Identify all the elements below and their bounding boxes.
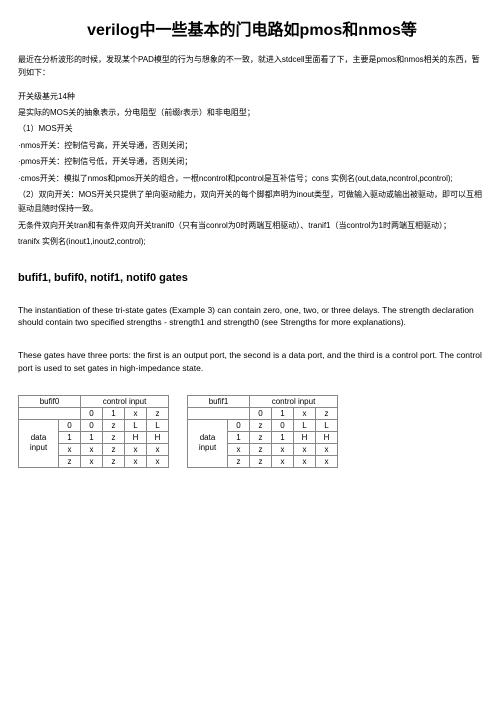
table-cell: x: [294, 407, 316, 419]
table-cell: x: [294, 443, 316, 455]
table-cell: L: [147, 419, 169, 431]
table-cell: H: [316, 431, 338, 443]
table-cell: 0: [81, 407, 103, 419]
table-cell: z: [228, 455, 250, 467]
table-header: control input: [250, 395, 338, 407]
paragraph: The instantiation of these tri-state gat…: [18, 304, 486, 330]
table-cell: z: [250, 455, 272, 467]
table-cell: z: [59, 455, 81, 467]
table-cell: x: [81, 455, 103, 467]
table-cell: 1: [228, 431, 250, 443]
table-cell: H: [294, 431, 316, 443]
table-cell: x: [272, 443, 294, 455]
side-label: datainput: [19, 419, 59, 467]
table-cell: x: [272, 455, 294, 467]
table-cell: 1: [81, 431, 103, 443]
table-header: control input: [81, 395, 169, 407]
table-cell: L: [316, 419, 338, 431]
bufif0-table: bufif0 control input 0 1 x z datainput 0…: [18, 395, 169, 468]
table-name: bufif0: [19, 395, 81, 407]
table-cell: 0: [81, 419, 103, 431]
table-cell: 0: [250, 407, 272, 419]
table-cell: z: [250, 419, 272, 431]
table-cell: x: [125, 443, 147, 455]
table-cell: z: [103, 431, 125, 443]
table-cell: z: [103, 455, 125, 467]
table-cell: z: [250, 431, 272, 443]
table-cell: x: [125, 455, 147, 467]
paragraph: These gates have three ports: the first …: [18, 349, 486, 375]
table-cell: x: [316, 443, 338, 455]
table-cell: L: [294, 419, 316, 431]
body-line: （1）MOS开关: [18, 122, 486, 136]
table-cell: 0: [59, 419, 81, 431]
body-line: （2）双向开关：MOS开关只提供了单向驱动能力，双向开关的每个脚都声明为inou…: [18, 188, 486, 217]
body-line: 是实际的MOS关的抽象表示，分电阻型（前缀r表示）和非电阻型；: [18, 106, 486, 120]
bufif1-table: bufif1 control input 0 1 x z datainput 0…: [187, 395, 338, 468]
table-cell: x: [316, 455, 338, 467]
table-cell: z: [103, 419, 125, 431]
page-title: verilog中一些基本的门电路如pmos和nmos等: [18, 16, 486, 40]
table-cell: 1: [272, 407, 294, 419]
tables-container: bufif0 control input 0 1 x z datainput 0…: [18, 395, 486, 468]
table-cell: [188, 407, 250, 419]
table-cell: L: [125, 419, 147, 431]
table-name: bufif1: [188, 395, 250, 407]
table-cell: 1: [103, 407, 125, 419]
table-cell: x: [294, 455, 316, 467]
body-line: 开关级基元14种: [18, 90, 486, 104]
side-label: datainput: [188, 419, 228, 467]
table-cell: x: [147, 443, 169, 455]
table-cell: x: [147, 455, 169, 467]
table-cell: x: [125, 407, 147, 419]
intro-text: 最近在分析波形的时候，发现某个PAD模型的行为与想象的不一致，就进入stdcel…: [18, 54, 486, 80]
table-cell: z: [316, 407, 338, 419]
table-cell: 1: [272, 431, 294, 443]
gates-heading: bufif1, bufif0, notif1, notif0 gates: [18, 272, 486, 284]
table-cell: [19, 407, 81, 419]
table-cell: z: [103, 443, 125, 455]
table-cell: H: [147, 431, 169, 443]
body-line: 无条件双向开关tran和有条件双向开关tranif0（只有当conrol为0时两…: [18, 219, 486, 233]
table-cell: 1: [59, 431, 81, 443]
table-cell: 0: [272, 419, 294, 431]
table-cell: z: [147, 407, 169, 419]
body-line: ·cmos开关：模拟了nmos和pmos开关的组合，一根ncontrol和pco…: [18, 172, 486, 186]
table-cell: z: [250, 443, 272, 455]
table-cell: 0: [228, 419, 250, 431]
table-cell: x: [81, 443, 103, 455]
body-line: ·pmos开关：控制信号低，开关导通，否则关闭；: [18, 155, 486, 169]
table-cell: x: [228, 443, 250, 455]
body-line: tranifx 实例名(inout1,inout2,control);: [18, 235, 486, 249]
table-cell: x: [59, 443, 81, 455]
body-line: ·nmos开关：控制信号高，开关导通，否则关闭；: [18, 139, 486, 153]
table-cell: H: [125, 431, 147, 443]
